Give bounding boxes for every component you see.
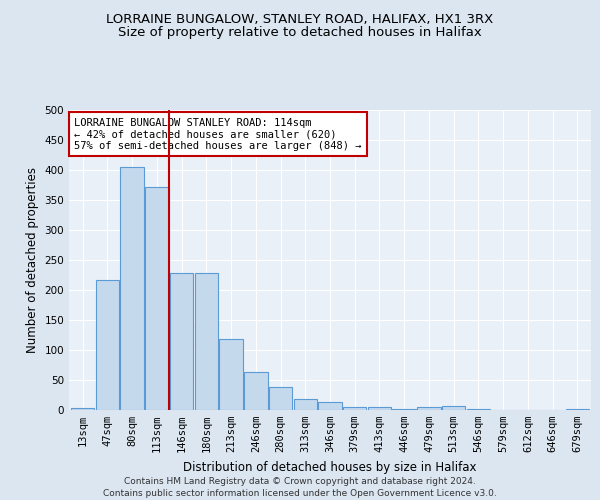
Text: Contains HM Land Registry data © Crown copyright and database right 2024.
Contai: Contains HM Land Registry data © Crown c… <box>103 476 497 498</box>
Bar <box>417 407 441 410</box>
Bar <box>121 167 144 410</box>
Bar <box>71 408 94 410</box>
Bar <box>170 272 193 410</box>
Y-axis label: Number of detached properties: Number of detached properties <box>26 167 39 353</box>
Text: Size of property relative to detached houses in Halifax: Size of property relative to detached ho… <box>118 26 482 39</box>
Bar <box>293 399 317 410</box>
X-axis label: Distribution of detached houses by size in Halifax: Distribution of detached houses by size … <box>183 460 477 473</box>
Bar <box>219 338 243 410</box>
Bar <box>269 387 292 410</box>
Bar <box>145 187 169 410</box>
Bar <box>318 402 342 410</box>
Bar <box>244 372 268 410</box>
Text: LORRAINE BUNGALOW, STANLEY ROAD, HALIFAX, HX1 3RX: LORRAINE BUNGALOW, STANLEY ROAD, HALIFAX… <box>106 12 494 26</box>
Bar <box>194 272 218 410</box>
Bar <box>343 407 367 410</box>
Bar <box>442 406 466 410</box>
Bar <box>95 280 119 410</box>
Text: LORRAINE BUNGALOW STANLEY ROAD: 114sqm
← 42% of detached houses are smaller (620: LORRAINE BUNGALOW STANLEY ROAD: 114sqm ←… <box>74 118 362 150</box>
Bar <box>368 407 391 410</box>
